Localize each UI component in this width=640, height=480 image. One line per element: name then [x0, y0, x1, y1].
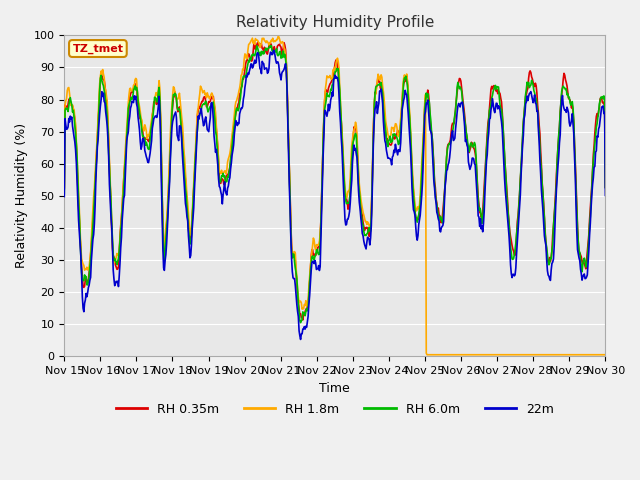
Legend: RH 0.35m, RH 1.8m, RH 6.0m, 22m: RH 0.35m, RH 1.8m, RH 6.0m, 22m	[111, 398, 559, 420]
Text: TZ_tmet: TZ_tmet	[72, 43, 124, 54]
X-axis label: Time: Time	[319, 382, 350, 395]
Y-axis label: Relativity Humidity (%): Relativity Humidity (%)	[15, 123, 28, 268]
Title: Relativity Humidity Profile: Relativity Humidity Profile	[236, 15, 434, 30]
